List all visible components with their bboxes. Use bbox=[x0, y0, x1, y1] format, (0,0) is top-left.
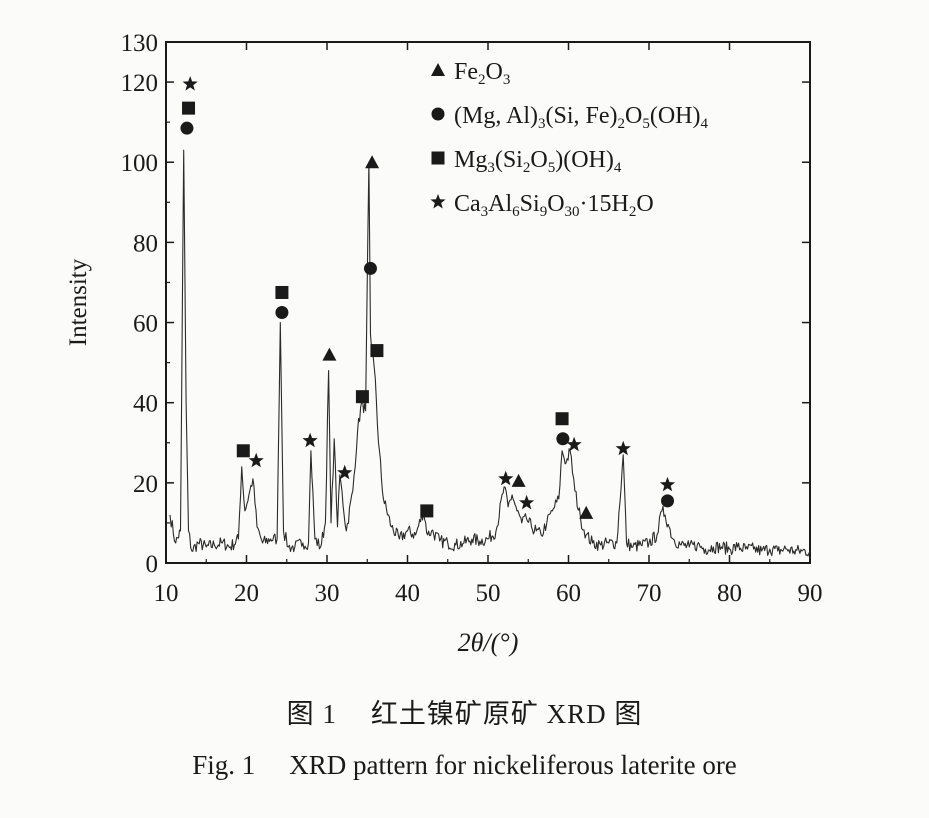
x-axis-label: 2θ/(°) bbox=[458, 628, 519, 657]
x-tick-label: 50 bbox=[476, 580, 501, 607]
square-peak-marker bbox=[555, 412, 569, 426]
square-peak-marker bbox=[420, 504, 434, 518]
square-peak-marker bbox=[275, 285, 289, 299]
x-tick-label: 20 bbox=[234, 580, 259, 607]
legend-square-icon bbox=[431, 151, 445, 165]
legend: Fe2​O3​ (Mg, Al)3​(Si, Fe)2​O5​(OH)4​ Mg3​… bbox=[430, 59, 709, 220]
y-tick-label: 20 bbox=[133, 471, 158, 498]
xrd-pattern bbox=[169, 149, 811, 557]
y-tick-label: 40 bbox=[133, 391, 158, 418]
legend-star-icon bbox=[430, 194, 446, 209]
star-peak-marker bbox=[248, 452, 264, 468]
circle-peak-marker bbox=[556, 432, 570, 446]
square-peak-marker bbox=[355, 390, 369, 404]
x-tick-label: 90 bbox=[798, 580, 823, 607]
x-tick-label: 10 bbox=[154, 580, 179, 607]
x-tick-label: 70 bbox=[637, 580, 662, 607]
legend-label: (Mg, Al)3​(Si, Fe)2​O5​(OH)4​ bbox=[454, 103, 709, 132]
circle-peak-marker bbox=[363, 261, 377, 275]
legend-label: Ca3​Al6​Si9​O30​·15H2​O bbox=[454, 191, 654, 220]
y-tick-label: 80 bbox=[133, 230, 158, 257]
y-tick-label: 60 bbox=[133, 311, 158, 338]
x-tick-label: 30 bbox=[315, 580, 340, 607]
star-peak-marker bbox=[498, 470, 514, 486]
circle-peak-marker bbox=[661, 494, 675, 508]
legend-triangle-icon bbox=[431, 63, 445, 76]
figure-caption-english: Fig. 1 XRD pattern for nickeliferous late… bbox=[0, 750, 929, 781]
y-axis-label: Intensity bbox=[65, 258, 92, 346]
star-peak-marker bbox=[302, 432, 318, 448]
peak-markers bbox=[180, 76, 676, 519]
caption-en-title: XRD pattern for nickeliferous laterite o… bbox=[289, 750, 737, 780]
triangle-peak-marker bbox=[365, 155, 380, 169]
y-tick-label: 130 bbox=[121, 30, 159, 57]
star-peak-marker bbox=[659, 476, 676, 492]
xrd-line bbox=[169, 149, 811, 557]
triangle-peak-marker bbox=[511, 473, 526, 487]
star-peak-marker bbox=[337, 464, 353, 480]
y-tick-label: 0 bbox=[146, 551, 159, 578]
y-tick-label: 120 bbox=[121, 70, 159, 97]
legend-label: Fe2​O3​ bbox=[454, 59, 510, 88]
square-peak-marker bbox=[182, 101, 196, 115]
caption-en-label: Fig. 1 bbox=[192, 750, 256, 780]
caption-cn-label: 图 1 bbox=[286, 699, 337, 729]
y-tick-label: 100 bbox=[121, 150, 159, 177]
star-peak-marker bbox=[615, 440, 631, 456]
star-peak-marker bbox=[182, 76, 198, 91]
star-peak-marker bbox=[519, 494, 535, 510]
star-peak-marker bbox=[566, 436, 582, 452]
circle-peak-marker bbox=[275, 306, 289, 320]
axes: 10 20 30 40 50 60 70 80 90 0 20 40 60 80 100 120 130 2θ/(… bbox=[65, 30, 823, 657]
triangle-peak-marker bbox=[579, 505, 594, 519]
triangle-peak-marker bbox=[322, 347, 337, 361]
x-tick-label: 80 bbox=[717, 580, 742, 607]
x-tick-label: 40 bbox=[395, 580, 420, 607]
legend-circle-icon bbox=[431, 107, 445, 121]
figure-caption-chinese: 图 1 红土镍矿原矿 XRD 图 bbox=[0, 692, 929, 731]
legend-label: Mg3​(Si2​O5​)(OH)4​ bbox=[454, 147, 622, 176]
x-tick-label: 60 bbox=[556, 580, 581, 607]
square-peak-marker bbox=[370, 344, 384, 358]
circle-peak-marker bbox=[180, 121, 194, 135]
xrd-chart: 10 20 30 40 50 60 70 80 90 0 20 40 60 80 100 120 130 2θ/(… bbox=[65, 30, 823, 657]
caption-cn-title: 红土镍矿原矿 XRD 图 bbox=[370, 699, 643, 729]
square-peak-marker bbox=[236, 444, 250, 458]
